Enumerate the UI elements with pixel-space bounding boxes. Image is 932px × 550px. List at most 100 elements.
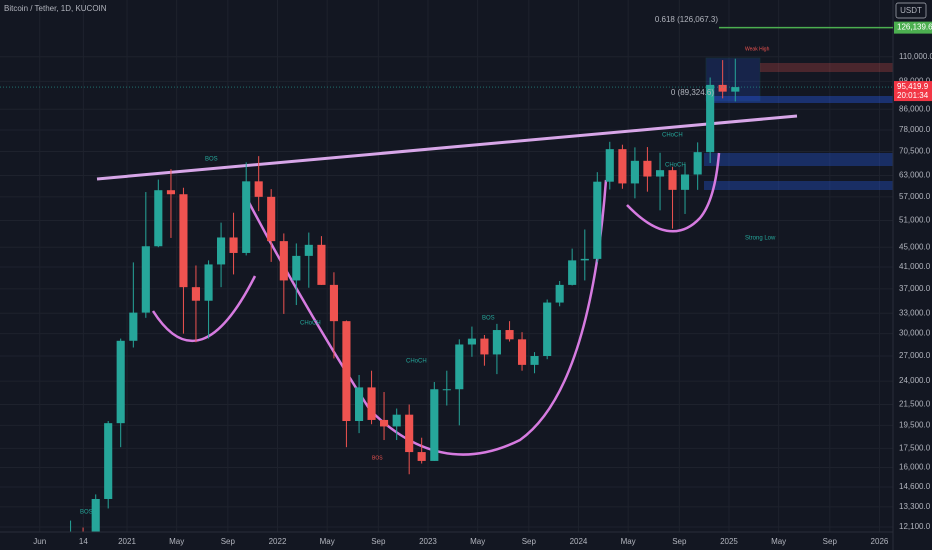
demand-zone [704,181,893,190]
annotation: Weak High [745,46,770,52]
y-tick-label: 19,500.0 [899,420,931,429]
candle-body [543,302,552,357]
candle-body [91,498,100,532]
candle-body [292,255,301,281]
x-tick-label: Sep [221,537,236,546]
supply-zone [760,63,893,72]
candle-body [593,181,602,259]
x-tick-label: 2025 [720,537,738,546]
annotation: BOS [205,157,218,163]
level-label-box [894,21,932,34]
y-tick-label: 27,000.0 [899,351,931,360]
y-tick-label: 78,000.0 [899,125,931,134]
candle-body [605,149,614,182]
last-price-box [894,81,932,102]
candle-body [693,152,702,175]
candle-body [630,160,639,184]
x-tick-label: May [169,537,184,546]
candle-body [430,389,439,461]
countdown: 20:01:34 [897,91,929,100]
candle-body [204,264,213,301]
last-price-label: 95,419.9 [897,82,929,91]
x-tick-label: 2022 [269,537,287,546]
candle-body [492,330,501,355]
range-box [705,57,761,102]
candle-body [254,181,263,197]
candle-body [467,338,476,345]
candle-body [104,423,113,499]
overlay [96,57,893,456]
candle-body [555,284,564,303]
annotation: BOS [80,510,93,516]
candle-body [668,170,677,190]
candle-body [455,344,464,390]
candle-body [355,387,364,422]
candle-body [141,246,150,313]
candle-body [417,452,426,461]
candle-body [530,356,539,365]
trend-line [96,114,798,181]
x-tick-label: 2023 [419,537,437,546]
candle-body [242,181,251,253]
currency: USDT [900,6,922,15]
y-tick-label: 110,000.0 [899,52,932,61]
y-tick-label: 13,300.0 [899,502,931,511]
y-tick-label: 45,000.0 [899,242,931,251]
annotation: CHoCH [406,359,427,365]
x-tick-label: Sep [371,537,386,546]
chart-title: Bitcoin / Tether, 1D, KUCOIN [4,4,107,13]
annotation: CHoCH [662,133,683,139]
y-tick-label: 57,000.0 [899,192,931,201]
y-tick-label: 51,000.0 [899,216,931,225]
candle-body [618,149,627,184]
candle-body [179,194,188,288]
candle-body [706,84,715,153]
y-tick-label: 33,000.0 [899,308,931,317]
y-tick-label: 12,100.0 [899,522,931,531]
candle-body [505,330,514,340]
annotation: Strong Low [745,236,776,242]
candle-body [154,190,163,247]
candle-body [680,174,690,190]
y-tick-label: 63,000.0 [899,171,931,180]
x-tick-label: 2024 [570,537,588,546]
candle-body [279,241,288,281]
level-label: 126,139.6 [897,23,932,32]
x-tick-label: 2026 [871,537,889,546]
demand-zone [704,153,893,166]
fib-top: 0.618 (126,067.3) [655,15,718,24]
candle-body [166,190,176,195]
y-tick-label: 37,000.0 [899,284,931,293]
x-tick-label: 14 [79,537,88,546]
y-tick-label: 24,000.0 [899,376,931,385]
annotation: BOS [482,316,495,322]
candle-body [342,321,351,422]
x-tick-label: Sep [522,537,537,546]
x-tick-label: Sep [823,537,838,546]
candle-body [267,196,276,242]
candle-body [731,87,740,92]
candle-body [392,414,401,427]
candle-body [129,312,138,341]
cup-curve [243,179,608,456]
cup-curve [151,275,257,343]
y-tick-label: 70,500.0 [899,147,931,156]
y-tick-label: 30,000.0 [899,329,931,338]
candle-body [217,237,226,265]
candle-body [229,237,238,253]
candles [70,58,740,532]
axes: 110,000.0 98,000.0 86,000.0 78,000.0 70,500.… [0,21,932,546]
annotation: CHoCH [665,163,686,169]
x-tick-label: May [771,537,786,546]
x-tick-label: May [470,537,485,546]
candle-body [379,419,389,427]
candle-body [304,244,313,256]
candle-body [191,287,200,301]
candle-body [517,339,527,365]
fib-bottom: 0 (89,324.6) [671,88,714,97]
x-tick-label: 2021 [118,537,136,546]
y-tick-label: 17,500.0 [899,443,931,452]
currency-box [895,2,927,19]
candle-body [643,160,652,177]
